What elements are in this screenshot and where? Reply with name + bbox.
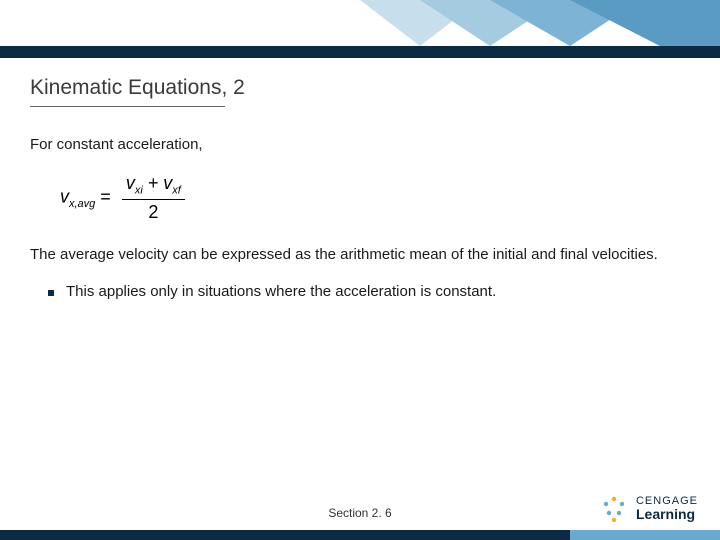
logo-line1: CENGAGE bbox=[636, 496, 698, 507]
slide-content: Kinematic Equations, 2 For constant acce… bbox=[0, 58, 720, 300]
num-sub1: xi bbox=[135, 185, 143, 197]
equation-fraction: vxi + vxf 2 bbox=[122, 173, 185, 223]
logo-text: CENGAGE Learning bbox=[636, 496, 698, 521]
logo-mark-icon bbox=[600, 494, 628, 522]
num-var1: v bbox=[126, 173, 135, 193]
cengage-logo: CENGAGE Learning bbox=[600, 494, 698, 522]
bullet-icon bbox=[48, 290, 54, 296]
header-triangles bbox=[360, 0, 720, 46]
num-sub2: xf bbox=[172, 185, 181, 197]
slide-footer: Section 2. 6 CENGAGE Learning bbox=[0, 506, 720, 540]
fraction-denominator: 2 bbox=[122, 200, 185, 223]
explanation-text: The average velocity can be expressed as… bbox=[30, 245, 690, 265]
equals-sign: = bbox=[95, 187, 116, 207]
footer-bar bbox=[0, 530, 720, 540]
title-underline bbox=[30, 106, 225, 107]
plus-sign: + bbox=[143, 173, 164, 193]
slide-title: Kinematic Equations, 2 bbox=[30, 76, 690, 100]
logo-line2: Learning bbox=[636, 507, 698, 521]
equation-lhs-var: v bbox=[60, 187, 69, 207]
header-bar bbox=[0, 46, 720, 58]
equation: vx,avg = vxi + vxf 2 bbox=[60, 173, 690, 223]
bullet-item: This applies only in situations where th… bbox=[48, 283, 690, 300]
fraction-numerator: vxi + vxf bbox=[122, 173, 185, 200]
num-var2: v bbox=[163, 173, 172, 193]
slide-header bbox=[0, 0, 720, 58]
bullet-text: This applies only in situations where th… bbox=[66, 283, 496, 300]
intro-text: For constant acceleration, bbox=[30, 135, 690, 155]
equation-lhs-sub: x,avg bbox=[69, 198, 95, 210]
